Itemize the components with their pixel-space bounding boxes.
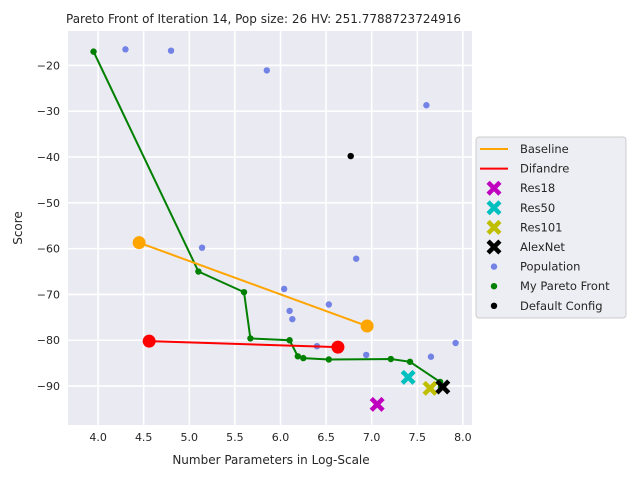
population-point <box>286 307 293 315</box>
x-axis-label: Number Parameters in Log-Scale <box>172 453 369 467</box>
y-tick-label: −30 <box>37 105 60 118</box>
legend-label: Default Config <box>520 299 603 313</box>
legend-label: My Pareto Front <box>520 279 610 293</box>
pareto-front-point <box>240 288 248 296</box>
population-point <box>289 315 296 323</box>
pareto-front-point <box>247 335 254 342</box>
y-tick-label: −80 <box>37 334 60 347</box>
y-tick-label: −50 <box>37 197 60 210</box>
res50-marker <box>400 369 416 385</box>
population-point <box>167 47 175 54</box>
pareto-front-point <box>294 353 302 360</box>
y-tick-label: −40 <box>37 151 60 164</box>
pareto-front-point <box>325 356 333 363</box>
chart-title: Pareto Front of Iteration 14, Pop size: … <box>66 12 461 26</box>
difandre-endpoint <box>331 340 345 354</box>
plot-area <box>68 31 472 425</box>
population-point <box>363 351 370 359</box>
res18-marker <box>369 396 385 412</box>
baseline-endpoint <box>132 236 146 250</box>
default-config-point <box>347 152 354 160</box>
population-point <box>427 353 435 360</box>
pareto-front-point <box>300 354 307 362</box>
y-tick-label: −60 <box>37 243 60 256</box>
difandre-line <box>149 340 338 349</box>
legend-swatch-dot <box>490 283 498 290</box>
legend-label: Difandre <box>520 162 569 176</box>
population-point <box>452 339 459 347</box>
pareto-front-point <box>195 268 202 275</box>
y-axis-label: Score <box>11 211 25 245</box>
legend-label: AlexNet <box>520 240 565 254</box>
x-tick-label: 6.5 <box>317 431 335 444</box>
alexnet-marker <box>435 379 451 395</box>
population-point <box>263 67 271 74</box>
legend-label: Res18 <box>520 181 555 195</box>
y-tick-label: −90 <box>37 380 60 393</box>
pareto-front-point <box>286 337 293 344</box>
legend-label: Res101 <box>520 220 563 234</box>
legend-item: Res18 <box>486 180 555 196</box>
data-layer <box>90 46 459 412</box>
baseline-line <box>138 241 368 327</box>
legend-label: Res50 <box>520 201 555 215</box>
population-point <box>122 46 129 53</box>
x-tick-label: 7.0 <box>363 431 381 444</box>
legend-item: Res50 <box>486 200 555 216</box>
legend-swatch-x <box>486 180 502 196</box>
baseline-endpoint <box>360 319 374 333</box>
legend-item: Res101 <box>486 219 563 235</box>
tick-labels: 4.0 4.5 5.0 5.5 6.0 6.5 7.0 7.5 8.0 −90 −80 −70 −60 −… <box>37 59 472 444</box>
legend-item: Population <box>490 260 580 274</box>
res101-marker <box>422 380 438 396</box>
legend-label: Baseline <box>520 142 569 156</box>
difandre-endpoint <box>142 334 156 348</box>
population-point <box>280 285 288 293</box>
legend-label: Population <box>520 260 580 274</box>
legend-swatch-x <box>486 200 502 216</box>
legend-item: AlexNet <box>486 239 565 255</box>
legend-box <box>475 136 627 319</box>
pareto-front-point <box>387 355 395 363</box>
x-tick-label: 8.0 <box>454 431 472 444</box>
x-tick-label: 4.0 <box>89 431 107 444</box>
legend-item: Baseline <box>480 142 569 156</box>
legend-item: My Pareto Front <box>490 279 610 293</box>
legend-item: Difandre <box>480 162 569 176</box>
legend: Baseline Difandre Res18 Res50 Res101 AlexNet P… <box>475 136 627 319</box>
legend-swatch-x <box>486 239 502 255</box>
population-point <box>198 244 206 251</box>
x-tick-label: 5.5 <box>226 431 244 444</box>
x-tick-label: 7.5 <box>409 431 427 444</box>
x-tick-label: 4.5 <box>135 431 153 444</box>
pareto-front-point <box>406 358 414 365</box>
pareto-front-point <box>90 48 97 55</box>
legend-item: Default Config <box>490 299 603 313</box>
x-tick-label: 5.0 <box>181 431 199 444</box>
y-tick-label: −20 <box>37 59 60 72</box>
population-point <box>423 102 430 109</box>
population-point <box>352 255 360 262</box>
x-tick-label: 6.0 <box>272 431 290 444</box>
y-tick-label: −70 <box>37 288 60 301</box>
population-point <box>325 301 333 308</box>
legend-swatch-x <box>486 219 502 235</box>
legend-swatch-dot <box>490 263 498 270</box>
legend-swatch-dot <box>490 302 498 309</box>
